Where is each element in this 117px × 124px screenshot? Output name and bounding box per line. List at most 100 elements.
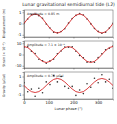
plot-frame bbox=[24, 10, 113, 37]
x-tick bbox=[98, 68, 99, 70]
y-tick-label: 1 bbox=[19, 74, 22, 79]
y-tick-mark bbox=[23, 77, 25, 78]
data-point bbox=[27, 91, 29, 93]
y-tick-label: -1 bbox=[18, 92, 22, 97]
y-tick-label: 0 bbox=[19, 52, 22, 57]
x-tick-label: 200 bbox=[70, 100, 78, 105]
data-point bbox=[90, 87, 92, 89]
y-tick: 0 bbox=[19, 21, 24, 26]
panel: Lunar gravitational semidiurnal tide (L2… bbox=[2, 2, 115, 39]
x-tick bbox=[49, 68, 50, 70]
y-tick-mark bbox=[23, 43, 25, 44]
data-point bbox=[42, 92, 44, 94]
plot-area bbox=[24, 74, 113, 97]
x-tick-label: 0 bbox=[23, 100, 26, 105]
y-tick-label: -10 bbox=[15, 63, 22, 68]
data-point bbox=[94, 78, 96, 80]
y-tick-mark bbox=[23, 12, 25, 13]
y-tick-mark bbox=[23, 86, 25, 87]
y-tick: -1 bbox=[18, 32, 24, 37]
data-point bbox=[83, 93, 85, 95]
x-axis: 0 100 200 300 bbox=[23, 99, 113, 105]
x-tick-mark bbox=[73, 37, 74, 39]
y-tick-mark bbox=[23, 24, 25, 25]
y-tick-label: 1 bbox=[19, 10, 22, 15]
data-point bbox=[101, 74, 103, 76]
y-tick-mark bbox=[23, 55, 25, 56]
data-point bbox=[57, 81, 59, 83]
x-axis bbox=[25, 68, 114, 70]
data-point bbox=[108, 78, 110, 80]
x-tick bbox=[73, 37, 74, 39]
y-tick: -10 bbox=[15, 63, 24, 68]
y-tick-label: 0 bbox=[19, 83, 22, 88]
y-axis-title: Strain (× 10⁻⁸) bbox=[2, 42, 6, 66]
y-axis: -1 0 1 bbox=[18, 10, 25, 38]
annotation: Amplitude = 7.1 × 10⁻⁸ bbox=[27, 43, 66, 47]
data-point bbox=[112, 87, 113, 89]
y-tick-mark bbox=[23, 66, 25, 67]
data-point bbox=[31, 88, 33, 90]
plot-area bbox=[24, 45, 113, 64]
y-tick: 1 bbox=[19, 74, 24, 79]
data-point bbox=[68, 87, 70, 89]
x-tick: 200 bbox=[70, 99, 78, 105]
x-tick: 0 bbox=[23, 99, 26, 105]
panel: -10 0 10 Strain (× 10⁻⁸) Amplitude = 7.1 × 1… bbox=[2, 41, 114, 70]
y-axis-title: Displacement (m) bbox=[2, 9, 6, 39]
y-tick-mark bbox=[23, 35, 25, 36]
plot-area bbox=[24, 13, 113, 34]
y-tick: -1 bbox=[18, 92, 24, 97]
data-point bbox=[71, 86, 73, 88]
y-axis: -1 0 1 bbox=[18, 73, 25, 100]
y-tick-mark bbox=[23, 95, 25, 96]
x-tick-mark bbox=[49, 37, 50, 39]
data-point bbox=[45, 81, 47, 83]
x-tick-mark bbox=[98, 37, 99, 39]
x-tick: 300 bbox=[95, 99, 103, 105]
y-tick: 1 bbox=[19, 10, 24, 15]
fit-line bbox=[24, 78, 113, 92]
x-axis bbox=[25, 37, 114, 39]
fit-line bbox=[24, 47, 113, 63]
data-point bbox=[38, 87, 40, 89]
data-point bbox=[49, 84, 51, 86]
y-tick-label: 0 bbox=[19, 21, 22, 26]
plot-frame bbox=[24, 41, 113, 68]
data-point bbox=[97, 82, 99, 84]
data-point bbox=[105, 81, 107, 83]
data-point bbox=[75, 95, 77, 97]
data-point bbox=[34, 96, 36, 98]
annotation: Amplitude = 0.78 μGal bbox=[27, 74, 64, 78]
fit-line bbox=[24, 14, 113, 33]
panel: 0100200300-101Gravity (μGal)Amplitude = … bbox=[2, 72, 114, 111]
y-axis-line bbox=[23, 42, 25, 69]
y-tick: 10 bbox=[17, 41, 24, 46]
y-tick-label: 10 bbox=[17, 41, 22, 46]
data-point bbox=[64, 86, 66, 88]
data-point bbox=[24, 82, 25, 84]
x-tick-mark bbox=[98, 68, 99, 70]
y-tick: 0 bbox=[19, 83, 24, 88]
data-point bbox=[79, 89, 81, 91]
x-tick bbox=[73, 68, 74, 70]
y-tick: 0 bbox=[19, 52, 24, 57]
x-tick-label: 300 bbox=[95, 100, 103, 105]
x-tick-mark bbox=[73, 68, 74, 70]
x-tick bbox=[49, 37, 50, 39]
chart: Lunar gravitational semidiurnal tide (L2… bbox=[0, 0, 117, 124]
annotation: Amplitude = 0.85 m bbox=[27, 12, 59, 16]
x-tick-mark bbox=[49, 68, 50, 70]
plot-frame bbox=[24, 72, 113, 99]
data-point bbox=[86, 83, 88, 85]
y-tick-label: -1 bbox=[18, 32, 22, 37]
x-tick: 100 bbox=[46, 99, 54, 105]
x-axis-line bbox=[25, 38, 114, 39]
title: Lunar gravitational semidiurnal tide (L2… bbox=[22, 2, 115, 7]
x-axis-line bbox=[25, 69, 114, 70]
x-tick-label: 100 bbox=[46, 100, 54, 105]
x-tick bbox=[98, 37, 99, 39]
y-axis-line bbox=[23, 11, 25, 38]
y-axis: -10 0 10 bbox=[15, 41, 24, 69]
y-axis-title: Gravity (μGal) bbox=[2, 74, 6, 97]
